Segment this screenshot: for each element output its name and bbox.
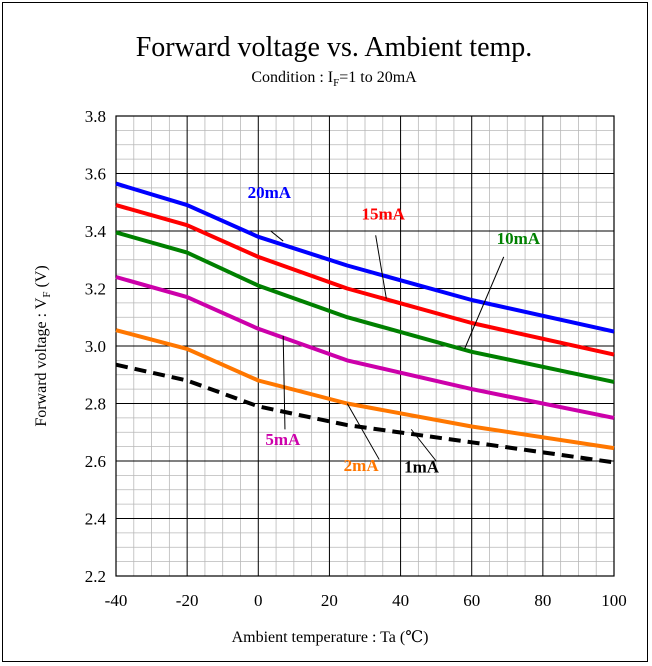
series-label-20mA: 20mA	[248, 183, 292, 202]
x-axis-label: Ambient temperature : Ta (℃)	[232, 629, 429, 646]
x-tick-label: 100	[601, 591, 627, 610]
y-tick-label: 2.6	[85, 452, 106, 471]
series-line-15mA	[115, 203, 615, 357]
chart-title: Forward voltage vs. Ambient temp.	[136, 32, 533, 63]
series-line-20mA	[115, 181, 615, 334]
leader-line-5mA	[282, 335, 286, 430]
series-label-2mA: 2mA	[344, 456, 380, 475]
x-tick-labels: -40 -20 0 20 40 60 80 100	[105, 591, 627, 610]
y-tick-label: 3.2	[85, 280, 106, 299]
y-tick-label: 3.0	[85, 337, 106, 356]
y-axis-label: Forward voltage : VF (V)	[33, 265, 53, 426]
series-line-10mA	[115, 230, 615, 384]
leader-line-10mA	[464, 256, 505, 350]
x-tick-label: -20	[176, 591, 199, 610]
leader-line-1mA	[410, 429, 437, 462]
x-tick-label: 20	[321, 591, 338, 610]
y-tick-label: 3.6	[85, 165, 106, 184]
series-label-15mA: 15mA	[361, 205, 405, 224]
x-tick-label: 0	[254, 591, 263, 610]
leader-line-20mA	[270, 230, 284, 242]
x-tick-label: 80	[534, 591, 551, 610]
series-line-2mA	[115, 328, 615, 451]
y-tick-label: 3.8	[85, 107, 106, 126]
chart-subtitle: Condition : IF=1 to 20mA	[251, 69, 417, 89]
leader-line-2mA	[346, 403, 380, 460]
series-line-5mA	[115, 275, 615, 420]
series-label-layer: 20mA 15mA 10mA 5mA 2mA 1mA	[248, 183, 541, 477]
x-tick-label: 40	[392, 591, 409, 610]
series-layer	[115, 181, 615, 465]
series-label-10mA: 10mA	[497, 229, 541, 248]
x-tick-label: -40	[105, 591, 128, 610]
y-tick-labels: 2.2 2.4 2.6 2.8 3.0 3.2 3.4 3.6 3.8	[85, 107, 107, 586]
plot-area-border	[115, 115, 615, 577]
leader-line-15mA	[375, 235, 387, 299]
x-tick-label: 60	[463, 591, 480, 610]
y-tick-label: 2.2	[85, 567, 106, 586]
y-tick-label: 3.4	[85, 222, 107, 241]
series-label-1mA: 1mA	[404, 458, 440, 477]
series-label-5mA: 5mA	[265, 430, 301, 449]
series-line-1mA	[115, 362, 615, 465]
y-tick-label: 2.4	[85, 510, 107, 529]
y-tick-label: 2.8	[85, 395, 106, 414]
leader-layer	[270, 230, 505, 462]
